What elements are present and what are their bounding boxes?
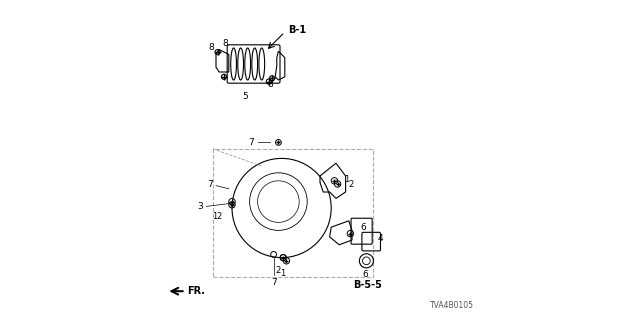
Text: 3: 3	[198, 202, 204, 211]
Text: 5: 5	[242, 92, 248, 100]
Text: 1: 1	[280, 269, 286, 278]
Text: 7: 7	[249, 138, 254, 147]
Text: FR.: FR.	[187, 286, 205, 296]
Text: B-1: B-1	[288, 25, 306, 36]
Text: 8: 8	[209, 44, 214, 52]
Bar	[212, 149, 372, 277]
Text: 8: 8	[268, 80, 273, 89]
Text: TVA4B0105: TVA4B0105	[429, 301, 474, 310]
Text: 1: 1	[344, 175, 349, 184]
Text: B-5-5: B-5-5	[353, 280, 383, 290]
Text: 1: 1	[212, 212, 217, 220]
Text: 6: 6	[360, 223, 365, 232]
Text: 7: 7	[271, 278, 276, 287]
Text: 2: 2	[216, 212, 222, 220]
Text: 2: 2	[276, 266, 281, 275]
Text: 7: 7	[207, 180, 212, 188]
Text: 4: 4	[378, 234, 383, 243]
Text: 6: 6	[362, 270, 367, 279]
Text: 2: 2	[349, 180, 354, 188]
Text: 8: 8	[223, 39, 228, 48]
